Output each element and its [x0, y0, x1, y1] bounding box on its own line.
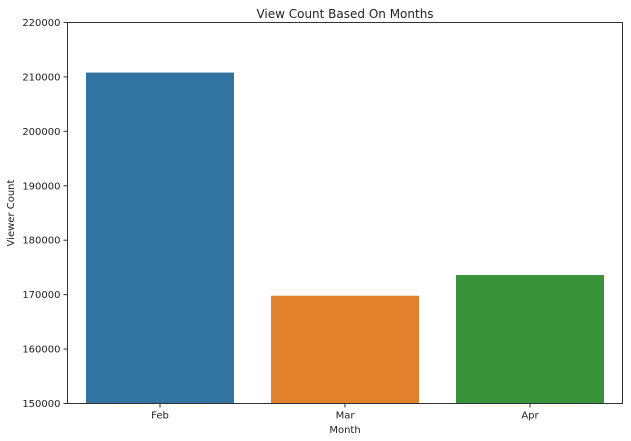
y-tick-label: 200000 — [22, 127, 60, 138]
y-tick-label: 160000 — [22, 345, 60, 356]
x-tick-label-feb: Feb — [151, 411, 169, 422]
x-axis: Feb Mar Apr — [151, 403, 540, 422]
bars-group — [86, 72, 604, 404]
y-tick-label: 220000 — [22, 18, 60, 29]
bar-feb — [86, 72, 234, 404]
x-tick-label-apr: Apr — [521, 411, 539, 422]
y-axis: 150000 160000 170000 180000 190000 200000 2100… — [22, 18, 68, 410]
chart-title: View Count Based On Months — [256, 7, 433, 21]
y-tick-label: 170000 — [22, 290, 60, 301]
y-axis-label: Viewer Count — [6, 179, 17, 246]
y-tick-label: 190000 — [22, 181, 60, 192]
x-axis-label: Month — [329, 425, 360, 436]
bar-mar — [271, 295, 419, 404]
y-tick-label: 180000 — [22, 236, 60, 247]
y-tick-label: 150000 — [22, 399, 60, 410]
y-tick-label: 210000 — [22, 72, 60, 83]
bar-apr — [456, 275, 604, 404]
x-tick-label-mar: Mar — [336, 411, 356, 422]
